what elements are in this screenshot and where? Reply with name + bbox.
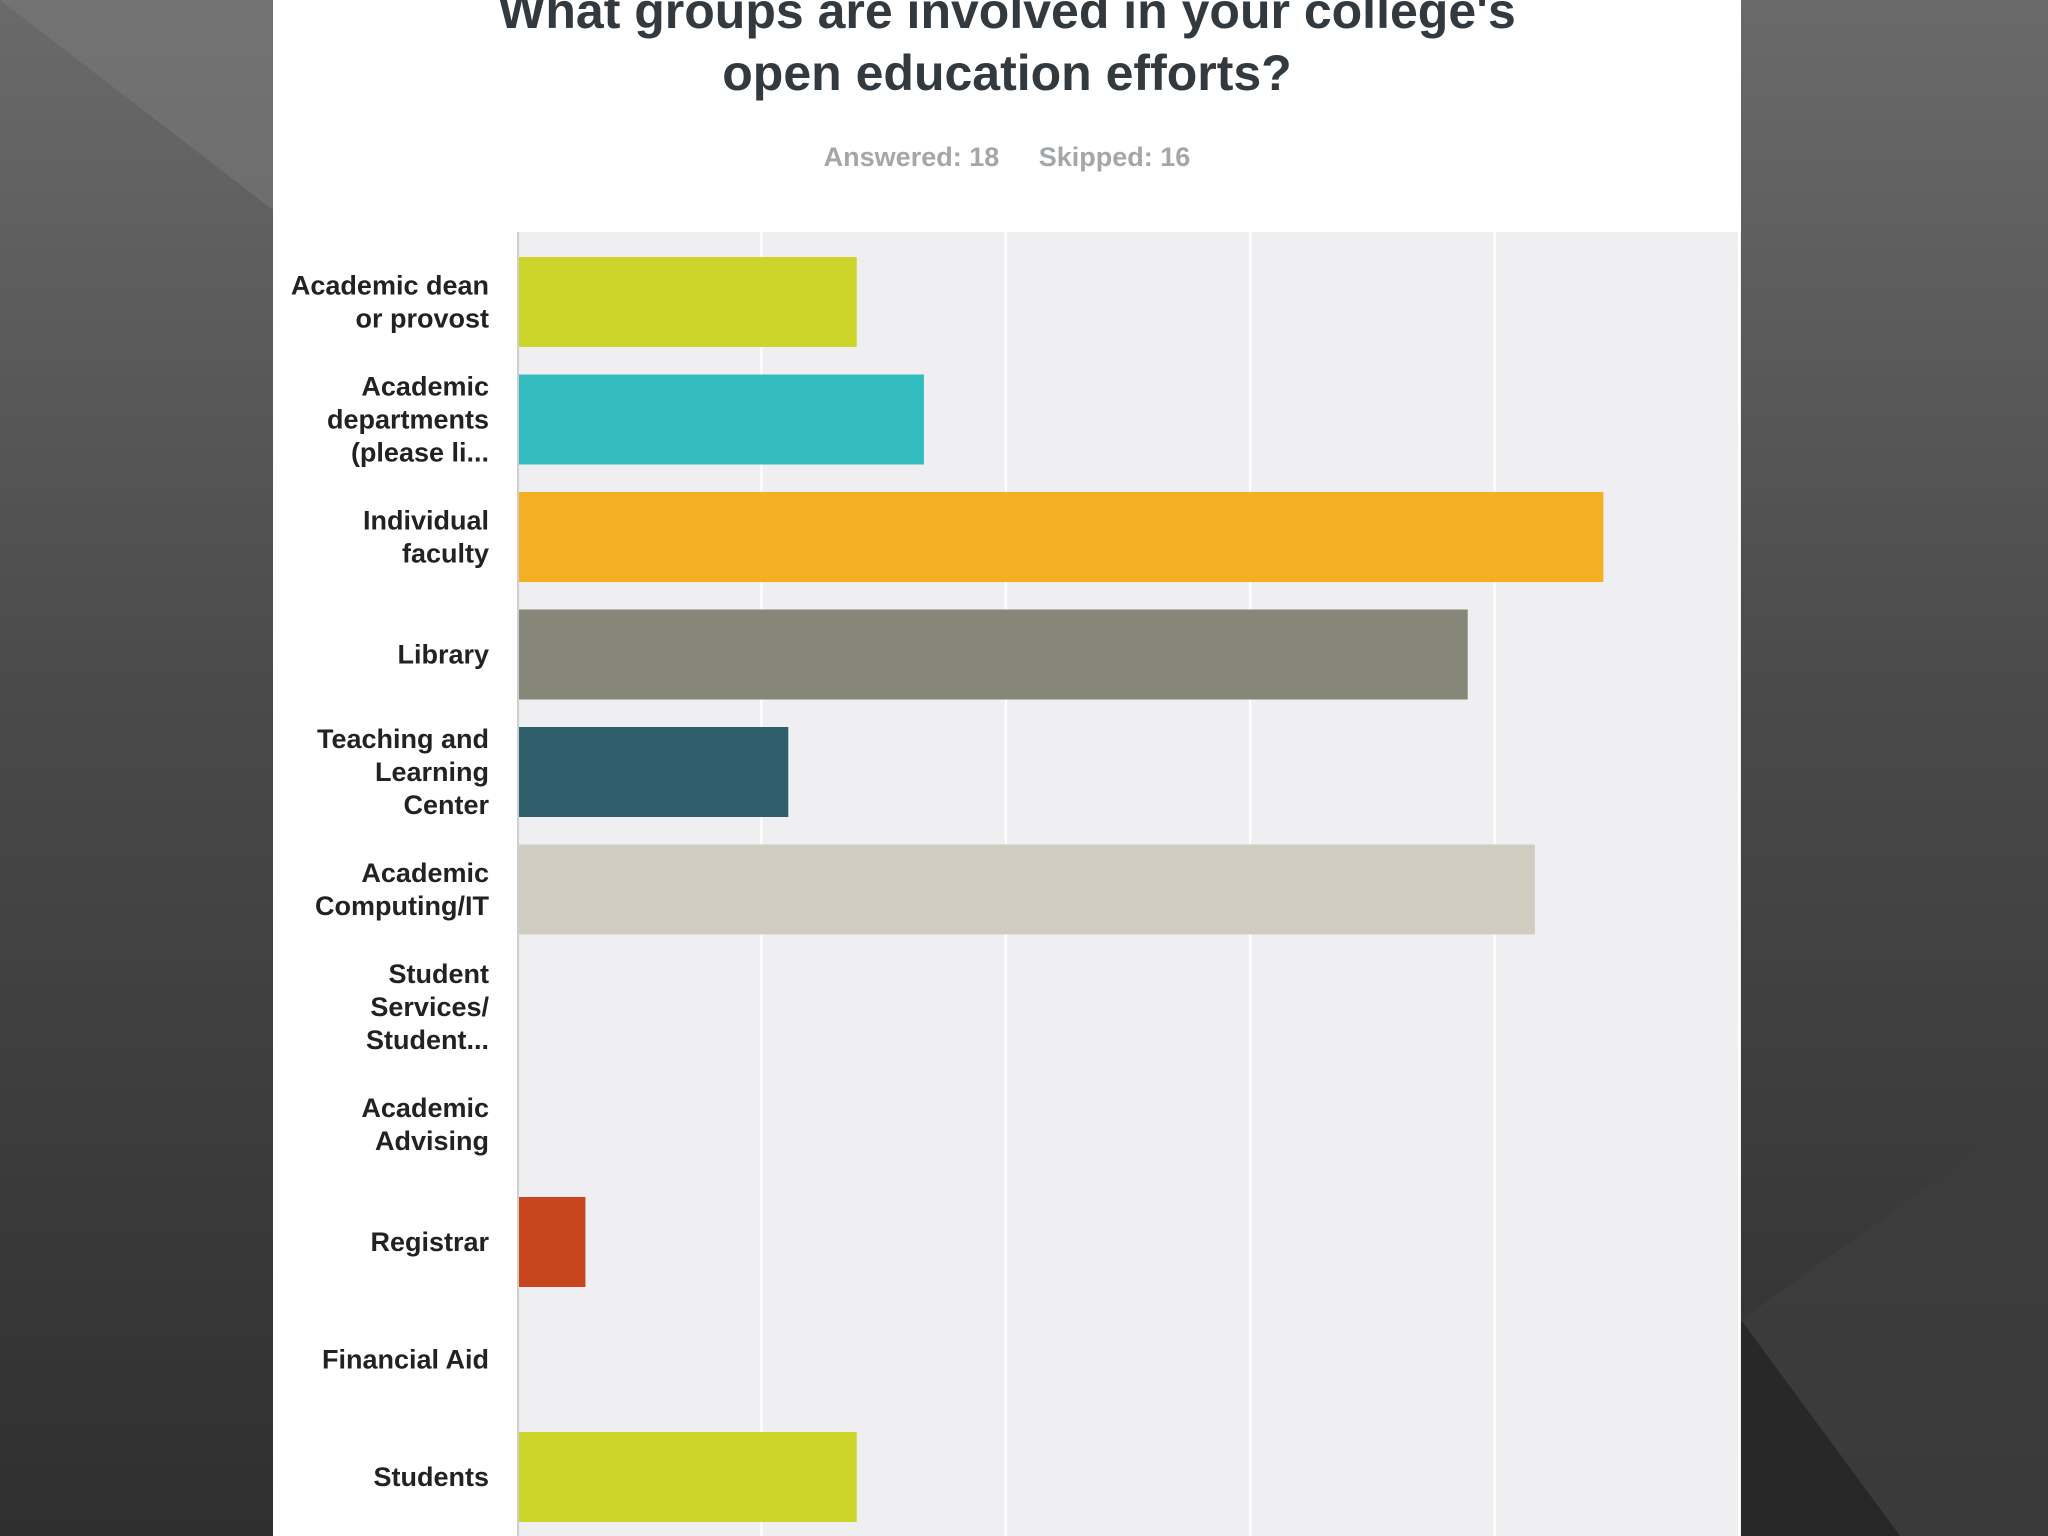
- bar: [519, 257, 857, 347]
- category-label: or provost: [355, 304, 489, 334]
- category-label: Student: [389, 959, 490, 989]
- bar: [519, 727, 789, 817]
- background-shard-top-left: [0, 0, 273, 210]
- bar: [519, 844, 1535, 935]
- category-label: Student...: [366, 1025, 489, 1055]
- category-label: Computing/IT: [315, 891, 489, 921]
- background-shard-right: [1741, 1100, 2048, 1536]
- category-label: Academic dean: [291, 271, 489, 301]
- answered-count: Answered: 18: [823, 142, 1000, 172]
- category-label: Individual: [363, 506, 489, 536]
- bar: [519, 492, 1604, 582]
- category-label: (please li...: [351, 438, 489, 468]
- bar: [519, 609, 1468, 700]
- category-label: Teaching and: [317, 724, 489, 754]
- response-summary: Answered: 18 Skipped: 16: [273, 142, 1741, 173]
- background-shard-right-dark: [1741, 1320, 1900, 1536]
- category-label: Learning: [375, 757, 489, 787]
- category-label: departments: [327, 405, 489, 435]
- category-label: Center: [403, 790, 489, 820]
- category-label: Library: [397, 640, 489, 670]
- skipped-count: Skipped: 16: [1038, 142, 1191, 172]
- bar: [519, 374, 924, 465]
- category-label: Academic: [361, 1093, 489, 1123]
- category-label: Advising: [375, 1126, 489, 1156]
- category-label: faculty: [402, 539, 489, 569]
- category-label: Financial Aid: [322, 1345, 489, 1375]
- bar: [519, 1197, 586, 1287]
- chart-title-line: What groups are involved in your college…: [498, 0, 1516, 39]
- chart-title: What groups are involved in your college…: [273, 0, 1741, 104]
- category-label: Academic: [361, 858, 489, 888]
- category-label: Academic: [361, 372, 489, 402]
- chart-title-line: open education efforts?: [722, 45, 1292, 101]
- category-label: Students: [373, 1462, 489, 1492]
- chart-panel: What groups are involved in your college…: [273, 0, 1741, 1536]
- bar: [519, 1432, 857, 1522]
- category-label: Services/: [370, 992, 489, 1022]
- category-label: Registrar: [370, 1227, 489, 1257]
